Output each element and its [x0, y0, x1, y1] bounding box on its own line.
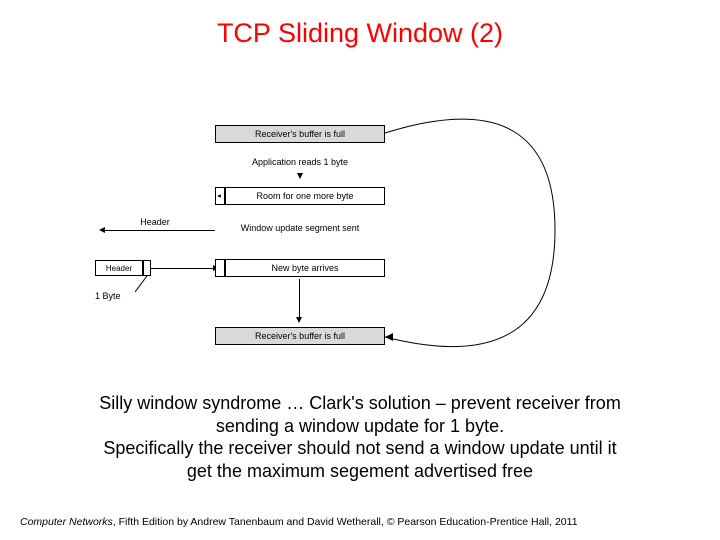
header1-arrow-icon	[99, 227, 105, 233]
one-byte-box	[143, 260, 151, 276]
buffer-full-bottom-label: Receiver's buffer is full	[255, 331, 345, 341]
new-byte-arrives: New byte arrives	[225, 259, 385, 277]
caption-line4: get the maximum segement advertised free	[187, 461, 533, 481]
header-box: Header	[95, 260, 143, 276]
header1-label: Header	[135, 217, 175, 227]
down-connector	[299, 279, 300, 319]
header1-line	[105, 230, 215, 231]
window-update-label: Window update segment sent	[225, 223, 375, 233]
buffer-full-top: Receiver's buffer is full	[215, 125, 385, 143]
diagram-container: Receiver's buffer is full Application re…	[75, 95, 625, 375]
incoming-byte-slot	[215, 259, 225, 277]
room-one-byte: Room for one more byte	[225, 187, 385, 205]
slide: TCP Sliding Window (2) Receiver's buffer…	[0, 0, 720, 540]
footer-rest: , Fifth Edition by Andrew Tanenbaum and …	[113, 516, 578, 528]
caption-line2: sending a window update for 1 byte.	[216, 416, 504, 436]
one-byte-pointer	[135, 276, 165, 296]
caption-line3: Specifically the receiver should not sen…	[103, 438, 616, 458]
room-one-byte-label: Room for one more byte	[256, 191, 353, 201]
one-byte-label: 1 Byte	[95, 291, 135, 301]
arrow-down-icon	[297, 173, 303, 179]
newbyte-line	[151, 268, 215, 269]
footer: Computer Networks, Fifth Edition by Andr…	[20, 516, 700, 528]
slot-arrow-icon	[217, 194, 221, 198]
caption-line1: Silly window syndrome … Clark's solution…	[99, 393, 621, 413]
arrow-down2-icon	[296, 317, 302, 323]
footer-book-title: Computer Networks	[20, 516, 113, 528]
slide-title: TCP Sliding Window (2)	[0, 18, 720, 49]
buffer-full-bottom: Receiver's buffer is full	[215, 327, 385, 345]
buffer-full-top-label: Receiver's buffer is full	[255, 129, 345, 139]
app-reads-label: Application reads 1 byte	[235, 157, 365, 167]
caption: Silly window syndrome … Clark's solution…	[10, 392, 710, 482]
new-byte-label: New byte arrives	[271, 263, 338, 273]
header2-label: Header	[106, 264, 132, 273]
